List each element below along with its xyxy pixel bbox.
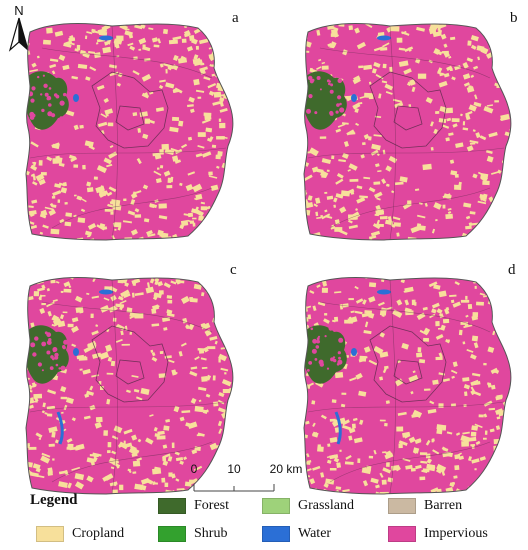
north-label: N (14, 3, 23, 18)
legend-item-cropland: Cropland (36, 526, 124, 542)
panel-label-a: a (232, 10, 239, 26)
panel-label-b: b (510, 10, 518, 26)
legend-swatch-cropland (36, 526, 64, 542)
map-panel-d: d (290, 262, 520, 502)
scale-bar: 0 10 20 km (182, 462, 312, 496)
legend-label-barren: Barren (424, 498, 463, 513)
land-cover-map (25, 277, 234, 495)
map-panel-a: a (12, 8, 242, 248)
map-panel-c: c (12, 262, 242, 502)
legend-swatch-barren (388, 498, 416, 514)
scale-tick-10: 10 (227, 462, 241, 476)
map-panel-b: b (290, 8, 520, 248)
legend-label-impervious: Impervious (424, 526, 488, 541)
panel-label-d: d (508, 262, 516, 278)
scale-tick-20: 20 km (270, 462, 303, 476)
legend-item-forest: Forest (158, 498, 229, 514)
legend-label-cropland: Cropland (72, 526, 125, 541)
legend-swatch-shrub (158, 526, 186, 542)
legend-label-shrub: Shrub (194, 526, 228, 541)
legend-item-water: Water (262, 526, 331, 542)
panel-label-c: c (230, 262, 237, 278)
legend-swatch-water (262, 526, 290, 542)
land-cover-map (303, 23, 512, 241)
legend-label-grassland: Grassland (298, 498, 354, 513)
land-cover-map (25, 23, 234, 241)
land-cover-map (303, 277, 512, 495)
legend-item-impervious: Impervious (388, 526, 488, 542)
legend-label-water: Water (298, 526, 332, 541)
legend-swatch-forest (158, 498, 186, 514)
legend-item-grassland: Grassland (262, 498, 354, 514)
legend: Legend Forest Grassland Barren Cropland … (0, 488, 528, 550)
scale-tick-0: 0 (191, 462, 198, 476)
legend-swatch-grassland (262, 498, 290, 514)
legend-item-shrub: Shrub (158, 526, 227, 542)
north-arrow-icon: N (6, 2, 32, 54)
legend-swatch-impervious (388, 526, 416, 542)
legend-title: Legend (30, 492, 78, 508)
legend-item-barren: Barren (388, 498, 462, 514)
legend-label-forest: Forest (194, 498, 229, 513)
